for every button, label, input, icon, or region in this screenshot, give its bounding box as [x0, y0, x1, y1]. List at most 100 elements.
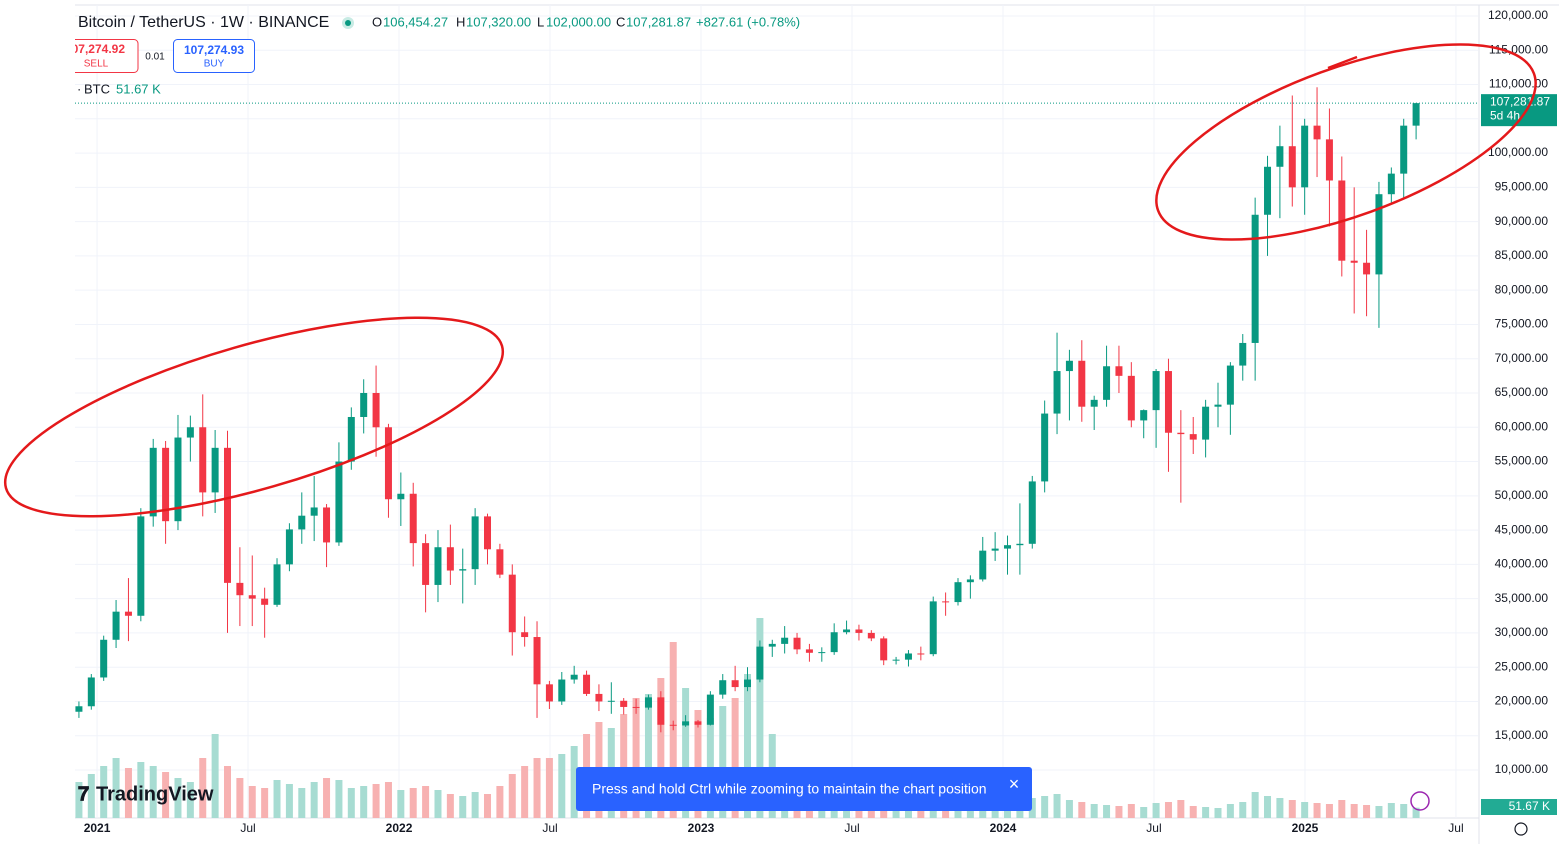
volume-bar	[570, 746, 578, 818]
volume-bar	[1164, 802, 1172, 818]
candle-body	[694, 721, 702, 725]
candle-body	[966, 579, 974, 583]
candle-body	[273, 564, 281, 605]
high-value: 107,320.00	[466, 14, 531, 29]
buy-label: BUY	[204, 59, 225, 70]
volume-bar	[1177, 800, 1185, 818]
candle-body	[1301, 125, 1309, 188]
volume-bar	[1078, 802, 1086, 818]
volume-bar	[1412, 807, 1420, 818]
candle-body	[323, 507, 331, 543]
candle-body	[409, 493, 417, 544]
candle-body	[347, 416, 355, 462]
volume-bar	[545, 758, 553, 818]
toast-close[interactable]: ×	[1009, 774, 1020, 794]
volume-bar	[558, 754, 566, 818]
volume-bar	[422, 786, 430, 818]
candle-body	[496, 549, 504, 575]
flash-icon[interactable]	[1410, 791, 1430, 811]
candle-body	[929, 601, 937, 655]
status-dot-core	[345, 20, 351, 26]
volume-bar	[1189, 806, 1197, 818]
settings-icon[interactable]	[1514, 822, 1528, 836]
candle-body	[1078, 360, 1086, 407]
volume-bar	[112, 758, 120, 818]
sell-border	[75, 39, 139, 73]
candle-body	[1387, 173, 1395, 195]
volume-bar	[323, 778, 331, 818]
volume-bar	[644, 694, 652, 818]
x-tick-label: 2025	[1292, 821, 1319, 835]
annotation-circle	[3, 316, 505, 518]
volume-bar	[236, 778, 244, 818]
buy-border	[173, 39, 255, 73]
y-tick-label: 30,000.00	[1495, 625, 1549, 639]
axes: 10,000.00 15,000.00 20,000.00 25,000.00 30,0…	[84, 8, 1557, 835]
candle-body	[137, 516, 145, 616]
volume-bar	[756, 618, 764, 818]
change-value: +827.61 (+0.78%)	[696, 14, 800, 29]
toast: Press and hold Ctrl while zooming to mai…	[576, 767, 1032, 811]
volume-bar	[1375, 806, 1383, 818]
candle-body	[298, 515, 306, 530]
y-tick-label: 100,000.00	[1488, 145, 1548, 159]
volume-bar	[508, 774, 516, 818]
buy-button[interactable]: 107,274.93 BUY	[173, 39, 255, 73]
candle-body	[1288, 146, 1296, 188]
candle-body	[1189, 434, 1197, 440]
volume-bar	[1288, 800, 1296, 818]
candle-body	[236, 582, 244, 596]
candle-body	[1412, 103, 1420, 126]
volume-bar	[347, 788, 355, 818]
y-tick-label: 40,000.00	[1495, 557, 1549, 571]
candle-body	[434, 547, 442, 585]
volume-tag-label: 51.67 K	[1509, 799, 1550, 813]
volume-bar	[694, 710, 702, 818]
volume-bar	[384, 782, 392, 818]
candle-body	[867, 632, 875, 639]
volume-bar	[521, 766, 529, 818]
last-price-label: 107,281.87	[1490, 94, 1550, 108]
candle-body	[1115, 366, 1123, 376]
candle-body	[768, 643, 776, 647]
candle-body	[880, 638, 888, 661]
volume-bar	[409, 788, 417, 818]
candle-body	[1016, 543, 1024, 546]
candle-body	[1214, 404, 1222, 407]
candle-body	[892, 659, 900, 661]
volume-bar	[484, 794, 492, 818]
candle-body	[422, 543, 430, 585]
volume-bar	[1127, 804, 1135, 818]
candle-body	[199, 427, 207, 493]
volume-bar	[682, 688, 690, 818]
candle-body	[1363, 262, 1371, 275]
candle-body	[570, 674, 578, 680]
candle-body	[508, 574, 516, 633]
volume-bar	[1301, 802, 1309, 818]
volume-bar	[174, 778, 182, 818]
candle-body	[186, 427, 194, 438]
volume-bar	[1239, 802, 1247, 818]
volume-bar	[1400, 804, 1408, 818]
chart-title: Bitcoin / TetherUS · 1W · BINANCE	[78, 14, 329, 31]
grid	[75, 5, 1478, 818]
y-tick-label: 10,000.00	[1495, 762, 1549, 776]
sell-button[interactable]: 107,274.92 SELL	[65, 39, 139, 73]
volume-bar	[261, 788, 269, 818]
candle-body	[818, 652, 826, 654]
candle-body	[706, 694, 714, 725]
volume-bar	[1090, 804, 1098, 818]
low-label: L	[537, 14, 544, 29]
candle-body	[1276, 146, 1284, 167]
volume-bar	[1103, 805, 1111, 818]
volume-bar	[620, 714, 628, 818]
candle-body	[583, 674, 591, 694]
volume-bar	[892, 810, 900, 818]
volume-bar	[372, 784, 380, 818]
candle-body	[459, 569, 467, 571]
volume-bar	[298, 788, 306, 818]
candle-body	[607, 700, 615, 702]
x-tick-label: Jul	[1448, 821, 1463, 835]
candle-body	[211, 447, 219, 493]
